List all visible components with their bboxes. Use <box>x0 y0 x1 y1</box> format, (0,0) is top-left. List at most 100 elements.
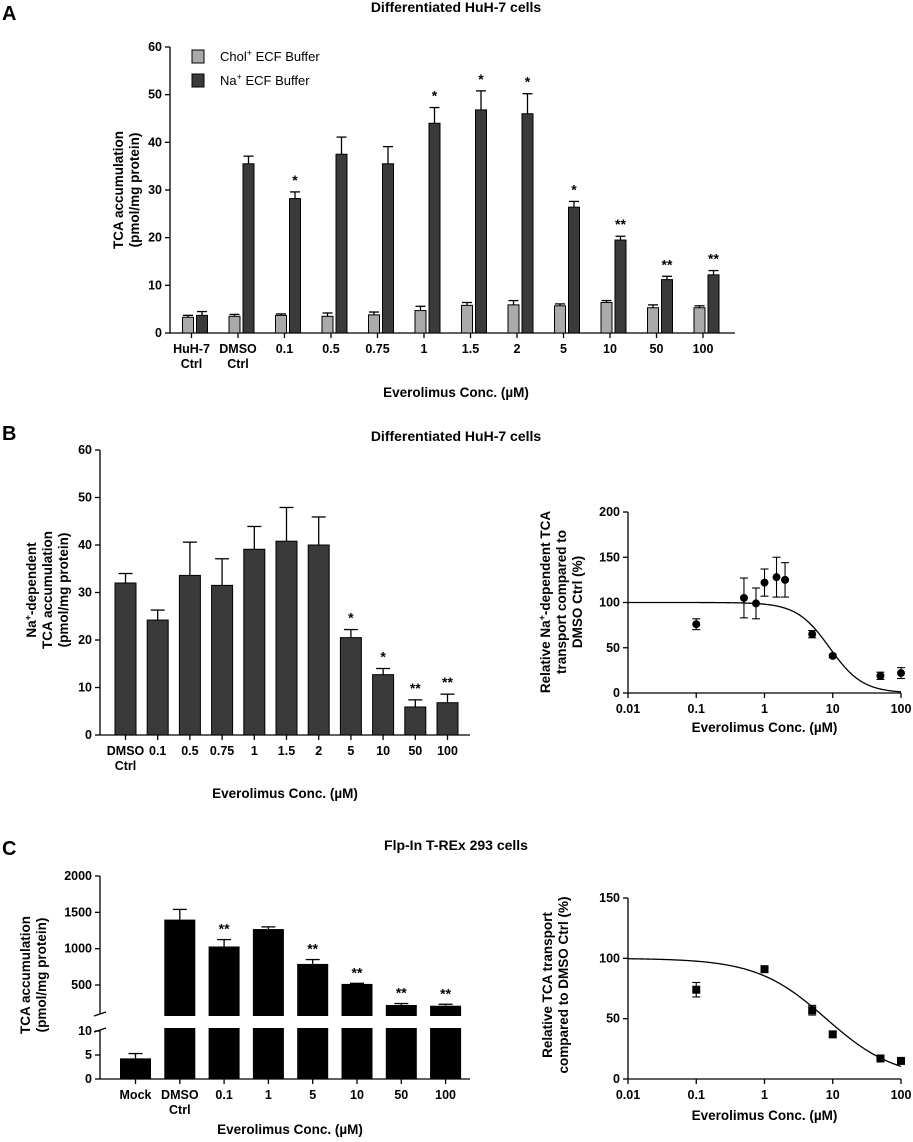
bar-lower <box>164 1028 196 1079</box>
bar-chol <box>461 304 473 334</box>
bar-lower <box>430 1028 462 1079</box>
chart-c-left: 500 1000 1500 2000 0 5 10 Mock DMSO Ctrl ** 0.1 1 ** 5… <box>18 869 470 1137</box>
data-point <box>876 1054 885 1063</box>
bar-chol <box>600 301 613 334</box>
x-tick-label: Mock <box>120 1088 152 1102</box>
significance-marker: ** <box>662 256 673 272</box>
y-tick-label: 50 <box>78 491 92 505</box>
bar-lower <box>252 1028 284 1079</box>
data-point <box>897 669 905 678</box>
y-tick-label: 200 <box>599 505 620 519</box>
data-point <box>876 671 885 680</box>
bar-chol <box>414 310 427 334</box>
y-tick-label: 1500 <box>64 905 92 919</box>
significance-marker: ** <box>440 985 451 1001</box>
x-tick-label: 5 <box>347 744 354 758</box>
bar-na <box>521 113 534 334</box>
y-tick-label: 100 <box>599 596 620 610</box>
x-tick-label: 0.01 <box>616 702 640 716</box>
significance-marker: * <box>292 172 298 188</box>
x-tick-label: 50 <box>394 1088 408 1102</box>
bar-upper <box>208 946 240 1016</box>
panel-label-a: A <box>2 3 16 25</box>
bar-na <box>382 163 394 334</box>
bar-na <box>335 153 348 334</box>
bar <box>436 702 459 736</box>
significance-marker: ** <box>307 941 318 957</box>
x-tick-label: 10 <box>376 744 390 758</box>
y-tick-label: 100 <box>599 951 620 965</box>
significance-marker: * <box>380 649 386 665</box>
bar-na <box>707 274 720 334</box>
bar-chol <box>507 304 520 334</box>
bar <box>120 1058 151 1079</box>
significance-marker: ** <box>352 964 363 980</box>
y-tick-label: 40 <box>78 538 92 552</box>
bar-chol <box>647 307 659 334</box>
significance-marker: * <box>432 88 438 104</box>
chart-b-left: 0 10 20 30 40 50 60 DMSO Ctrl 0.1 0.5 0.75 1 1.5 2 5 * 10… <box>23 443 470 801</box>
data-point <box>828 1030 837 1039</box>
y-tick-label: 60 <box>78 443 92 457</box>
data-point <box>781 575 790 584</box>
y-axis-label: Relative Na+-dependent TCAtransport comp… <box>537 511 585 694</box>
y-tick-label: 50 <box>606 1012 620 1026</box>
x-tick-label: 1.5 <box>462 342 479 356</box>
chart-a: 0 10 20 30 40 50 60 HuH-7 Ctrl DMSO Ctrl 0.1 * 0.5 0.7… <box>111 40 735 400</box>
bar <box>243 548 266 736</box>
x-tick-label: 50 <box>650 342 664 356</box>
bar-lower <box>341 1028 373 1079</box>
panel-a-title: Differentiated HuH-7 cells <box>371 0 542 15</box>
bar <box>307 544 330 736</box>
data-point <box>828 651 837 660</box>
bar-upper <box>341 983 373 1016</box>
x-tick-label: 0.1 <box>215 1088 232 1102</box>
x-tick-label: 100 <box>435 1088 456 1102</box>
y-tick-label: 0 <box>613 686 620 700</box>
x-tick-label: 0.5 <box>181 744 198 758</box>
bar-upper <box>252 929 284 1016</box>
x-tick-label: 1 <box>251 744 258 758</box>
significance-marker: * <box>571 181 577 197</box>
x-tick-label: 10 <box>826 702 840 716</box>
x-tick-label: 0.1 <box>276 342 293 356</box>
y-tick-label: 2000 <box>64 869 92 883</box>
x-tick-label: 100 <box>437 744 458 758</box>
x-tick-label: 1 <box>265 1088 272 1102</box>
y-tick-label: 0 <box>155 326 162 340</box>
x-tick-label: 100 <box>693 342 714 356</box>
bar <box>114 582 137 736</box>
x-tick-label: 0.1 <box>149 744 166 758</box>
fit-curve <box>628 601 902 693</box>
bar-upper <box>164 919 196 1016</box>
significance-marker: * <box>348 610 354 626</box>
y-tick-label: 10 <box>148 278 162 292</box>
bar <box>211 584 234 736</box>
significance-marker: ** <box>396 985 407 1001</box>
bar-na <box>661 279 673 334</box>
x-tick-label: 5 <box>560 342 567 356</box>
x-tick-label: 0.1 <box>688 1088 705 1102</box>
data-point <box>692 620 701 629</box>
x-tick-label: 2 <box>315 744 322 758</box>
y-tick-label: 1000 <box>64 942 92 956</box>
x-tick-label: DMSO Ctrl <box>161 1088 199 1117</box>
x-axis-label: Everolimus Conc. (µM) <box>212 786 358 801</box>
fit-curve <box>627 958 902 1067</box>
x-tick-label: 10 <box>350 1088 364 1102</box>
panel-c-title: Flp-In T-REx 293 cells <box>384 837 528 853</box>
bar-upper <box>385 1004 417 1016</box>
bar-chol <box>368 314 380 334</box>
data-point <box>808 630 817 639</box>
chart-c-right: 0 50 100 150 0.01 0.1 1 10 100 Everolimus Conc. (… <box>540 891 911 1123</box>
legend-entry: Na+ ECF Buffer <box>220 72 310 88</box>
y-tick-label: 60 <box>148 40 162 54</box>
panel-label-b: B <box>2 423 16 445</box>
y-tick-label: 10 <box>78 1024 92 1038</box>
bar <box>372 674 395 736</box>
y-tick-label: 0 <box>613 1072 620 1086</box>
bar-lower <box>297 1028 329 1079</box>
y-tick-label: 0 <box>85 1072 92 1086</box>
chart-b-right: 0 50 100 150 200 0.01 0.1 1 10 100 Everolimus Conc… <box>537 505 911 735</box>
bar-na <box>196 314 208 334</box>
